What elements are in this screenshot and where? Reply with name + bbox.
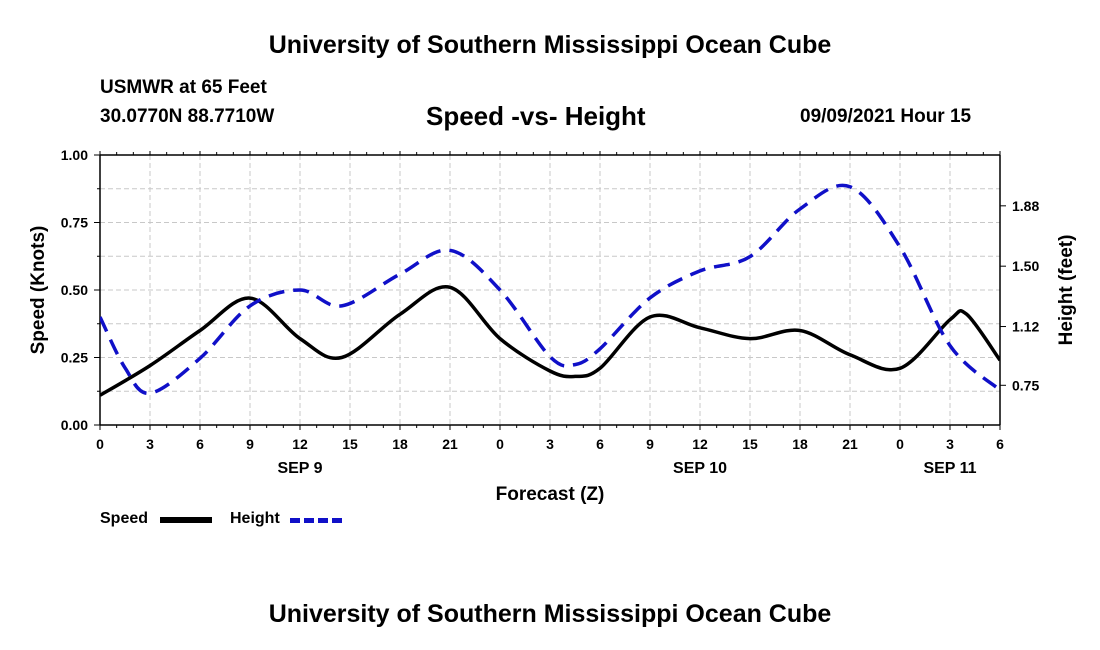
x-tick-label: 21	[442, 436, 458, 452]
footer-title: University of Southern Mississippi Ocean…	[268, 600, 832, 628]
date-label: SEP 9	[277, 460, 322, 477]
coordinates-label: 30.0770N 88.7710W	[100, 106, 275, 127]
series-line-speed	[100, 285, 1000, 397]
y-left-tick-label: 1.00	[61, 147, 88, 163]
chart-title: University of Southern Mississippi Ocean…	[268, 31, 832, 59]
x-tick-label: 21	[842, 436, 858, 452]
y-left-axis-title: Speed (Knots)	[28, 226, 49, 355]
legend-speed-label: Speed	[100, 510, 149, 527]
y-left-tick-label: 0.75	[61, 215, 88, 231]
x-tick-label: 12	[692, 436, 708, 452]
x-tick-label: 3	[946, 436, 954, 452]
x-tick-label: 12	[292, 436, 308, 452]
legend-speed-swatch	[160, 517, 212, 523]
x-tick-label: 15	[742, 436, 758, 452]
legend-height-label: Height	[230, 510, 280, 527]
y-right-tick-label: 1.12	[1012, 319, 1039, 335]
legend-height-swatch	[290, 518, 342, 523]
y-left-tick-label: 0.00	[61, 417, 88, 433]
y-right-tick-label: 1.50	[1012, 258, 1039, 274]
y-right-tick-label: 0.75	[1012, 377, 1039, 393]
x-tick-label: 15	[342, 436, 358, 452]
x-tick-label: 6	[996, 436, 1004, 452]
date-label: SEP 10	[673, 460, 727, 477]
y-right-tick-label: 1.88	[1012, 198, 1039, 214]
x-tick-label: 6	[196, 436, 204, 452]
x-tick-label: 9	[646, 436, 654, 452]
x-tick-label: 3	[146, 436, 154, 452]
x-tick-label: 0	[96, 436, 104, 452]
x-axis-title: Forecast (Z)	[496, 484, 605, 505]
chart-subtitle: Speed -vs- Height	[426, 101, 646, 131]
x-tick-label: 3	[546, 436, 554, 452]
x-tick-label: 18	[792, 436, 808, 452]
y-left-tick-label: 0.25	[61, 350, 88, 366]
y-left-tick-label: 0.50	[61, 282, 88, 298]
x-tick-label: 0	[896, 436, 904, 452]
date-label: SEP 11	[923, 460, 976, 477]
y-right-axis-title: Height (feet)	[1056, 235, 1077, 346]
x-tick-label: 18	[392, 436, 408, 452]
station-label: USMWR at 65 Feet	[100, 77, 267, 98]
datetime-label: 09/09/2021 Hour 15	[800, 106, 972, 127]
x-tick-label: 9	[246, 436, 254, 452]
x-tick-label: 0	[496, 436, 504, 452]
series-line-height	[100, 183, 1000, 395]
x-tick-label: 6	[596, 436, 604, 452]
